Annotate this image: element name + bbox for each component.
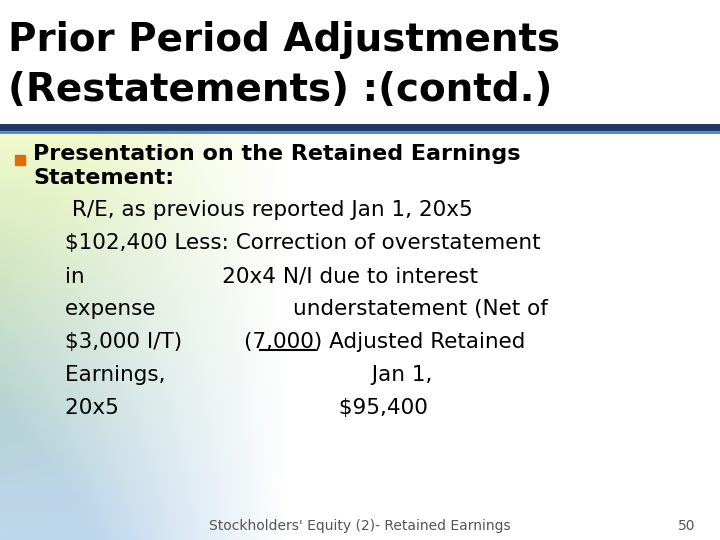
Text: Earnings,                              Jan 1,: Earnings, Jan 1, xyxy=(65,365,433,385)
Bar xyxy=(0,0,720,132)
Bar xyxy=(15,155,25,165)
Text: Statement:: Statement: xyxy=(33,168,174,188)
Text: Stockholders' Equity (2)- Retained Earnings: Stockholders' Equity (2)- Retained Earni… xyxy=(210,519,510,533)
Text: Prior Period Adjustments: Prior Period Adjustments xyxy=(8,21,560,59)
Text: Presentation on the Retained Earnings: Presentation on the Retained Earnings xyxy=(33,144,521,164)
Text: (Restatements) :(contd.): (Restatements) :(contd.) xyxy=(8,71,552,109)
Text: 50: 50 xyxy=(678,519,695,533)
Text: R/E, as previous reported Jan 1, 20x5: R/E, as previous reported Jan 1, 20x5 xyxy=(65,200,473,220)
Text: 20x5                                $95,400: 20x5 $95,400 xyxy=(65,398,428,418)
Text: $102,400 Less: Correction of overstatement: $102,400 Less: Correction of overstateme… xyxy=(65,233,541,253)
Text: in                    20x4 N/I due to interest: in 20x4 N/I due to interest xyxy=(65,266,478,286)
Text: expense                    understatement (Net of: expense understatement (Net of xyxy=(65,299,548,319)
Text: $3,000 I/T)         (7,000) Adjusted Retained: $3,000 I/T) (7,000) Adjusted Retained xyxy=(65,332,526,352)
